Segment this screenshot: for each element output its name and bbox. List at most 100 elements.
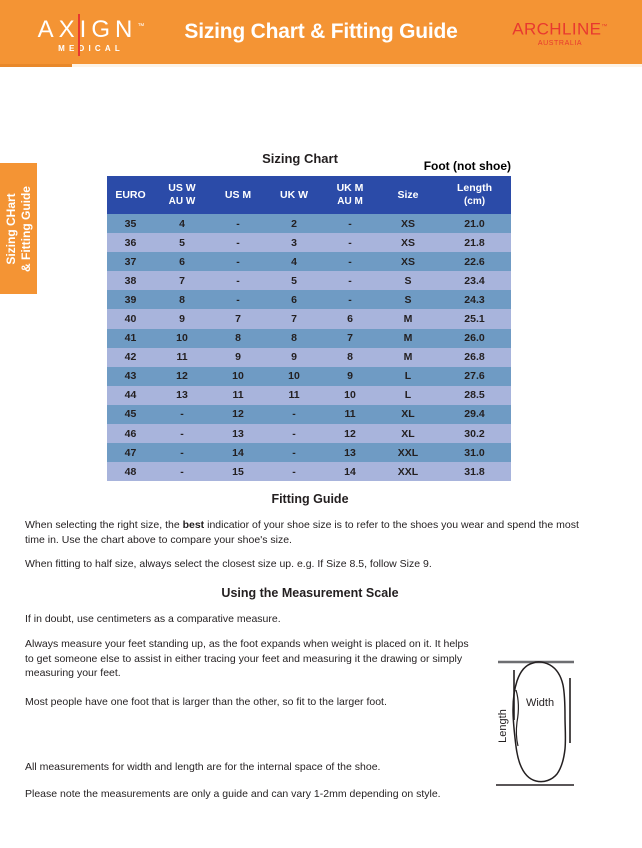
cell-us-m: 11: [210, 385, 266, 405]
col-header-us-m: US M: [210, 176, 266, 214]
cell-uk-w: -: [266, 462, 322, 482]
cell-size: S: [378, 290, 438, 310]
cell-uk-m: 13: [322, 443, 378, 463]
cell-us-w: 5: [154, 233, 210, 253]
cell-uk-m: -: [322, 233, 378, 253]
table-row: 38 7-5- S 23.4: [107, 271, 511, 291]
col-header-uk-w: UK W: [266, 176, 322, 214]
fitting-p1-bold: best: [182, 519, 205, 531]
table-row: 44 13 11 11 10 L 28.5: [107, 385, 511, 405]
cell-length: 31.0: [438, 443, 511, 463]
length-label: Length: [497, 709, 509, 743]
cell-us-w: 7: [154, 271, 210, 291]
archline-name: ARCHLINE: [512, 19, 602, 39]
cell-uk-w: 8: [266, 328, 322, 348]
measurement-paragraph-3: Most people have one foot that is larger…: [25, 696, 387, 708]
cell-length: 31.8: [438, 462, 511, 482]
col-header-us-w: US W AU W: [154, 176, 210, 214]
cell-uk-m: 11: [322, 404, 378, 425]
axign-subtitle: MEDICAL: [58, 44, 124, 53]
cell-size: L: [378, 366, 438, 386]
archline-subtitle: AUSTRALIA: [537, 39, 583, 47]
cell-us-m: -: [210, 271, 266, 291]
cell-uk-m: -: [322, 290, 378, 310]
cell-size: XL: [378, 404, 438, 425]
cell-us-m: 9: [210, 347, 266, 367]
cell-us-w: 11: [154, 347, 210, 367]
cell-euro: 40: [107, 309, 154, 329]
cell-uk-w: 2: [266, 214, 322, 234]
measurement-paragraph-1: If in doubt, use centimeters as a compar…: [25, 613, 281, 625]
cell-uk-w: 9: [266, 347, 322, 367]
cell-length: 22.6: [438, 252, 511, 272]
axign-logo: AXIGN™ MEDICAL: [26, 14, 152, 56]
table-row: 47-14-13 XXL 31.0: [107, 443, 511, 463]
cell-euro: 37: [107, 252, 154, 272]
table-row: 36 5-3- XS 21.8: [107, 233, 511, 253]
table-row: 45-12-11 XL 29.4: [107, 404, 511, 425]
sizing-chart-table: EURO US W AU W US M UK W UK M AU M Size …: [107, 176, 511, 482]
cell-uk-w: -: [266, 424, 322, 444]
cell-us-m: -: [210, 233, 266, 253]
width-label: Width: [526, 697, 554, 709]
cell-length: 26.8: [438, 347, 511, 367]
cell-us-w: 13: [154, 385, 210, 405]
cell-length: 28.5: [438, 385, 511, 405]
foot-measurement-diagram: Width Length: [492, 648, 637, 798]
cell-euro: 35: [107, 214, 154, 234]
table-row: 43 12 10 10 9 L 27.6: [107, 366, 511, 386]
side-tab-label: Sizing CHart & Fitting Guide: [4, 163, 34, 294]
cell-uk-m: -: [322, 252, 378, 272]
cell-us-w: 8: [154, 290, 210, 310]
archline-tm: ™: [601, 24, 608, 30]
cell-euro: 47: [107, 443, 154, 463]
cell-us-w: -: [154, 462, 210, 482]
cell-us-w: -: [154, 424, 210, 444]
cell-us-w: -: [154, 404, 210, 425]
col-header-size: Size: [378, 176, 438, 214]
cell-size: L: [378, 385, 438, 405]
header-underline: [0, 64, 642, 67]
table-row: 40 9 7 7 6 M 25.1: [107, 309, 511, 329]
table-row: 48-15-14 XXL 31.8: [107, 462, 511, 482]
cell-size: S: [378, 271, 438, 291]
header-underline-accent: [0, 64, 72, 67]
chart-title: Sizing Chart: [262, 151, 338, 166]
footprint-icon: Width Length: [496, 660, 574, 786]
cell-euro: 41: [107, 328, 154, 348]
cell-size: M: [378, 328, 438, 348]
table-row: 39 8-6- S 24.3: [107, 290, 511, 310]
cell-uk-w: 7: [266, 309, 322, 329]
fitting-p1-before: When selecting the right size, the: [25, 519, 183, 531]
table-row: 41 10 8 8 7 M 26.0: [107, 328, 511, 348]
cell-euro: 46: [107, 424, 154, 444]
cell-us-m: 12: [210, 404, 266, 425]
cell-us-w: 6: [154, 252, 210, 272]
cell-us-m: -: [210, 290, 266, 310]
cell-length: 29.4: [438, 404, 511, 425]
header-bar: [0, 0, 642, 64]
cell-us-m: -: [210, 214, 266, 234]
cell-us-w: -: [154, 443, 210, 463]
cell-uk-m: -: [322, 214, 378, 234]
foot-not-shoe-label: Foot (not shoe): [423, 159, 511, 173]
table-row: 35 4-2- XS 21.0: [107, 214, 511, 234]
table-row: 46-13-12 XL 30.2: [107, 424, 511, 444]
cell-us-w: 10: [154, 328, 210, 348]
table-row: 37 6-4- XS 22.6: [107, 252, 511, 272]
cell-euro: 36: [107, 233, 154, 253]
cell-us-m: 15: [210, 462, 266, 482]
cell-size: XS: [378, 214, 438, 234]
table-row: 42 11 9 9 8 M 26.8: [107, 347, 511, 367]
cell-uk-m: 14: [322, 462, 378, 482]
cell-uk-m: 9: [322, 366, 378, 386]
table-header-row: EURO US W AU W US M UK W UK M AU M Size …: [107, 176, 511, 214]
cell-length: 26.0: [438, 328, 511, 348]
cell-euro: 39: [107, 290, 154, 310]
cell-size: M: [378, 347, 438, 367]
cell-uk-w: 6: [266, 290, 322, 310]
cell-length: 27.6: [438, 366, 511, 386]
cell-length: 30.2: [438, 424, 511, 444]
fitting-p1-after: indicatior of your shoe size is to refer…: [25, 519, 579, 546]
measurement-paragraph-4: All measurements for width and length ar…: [25, 761, 381, 773]
